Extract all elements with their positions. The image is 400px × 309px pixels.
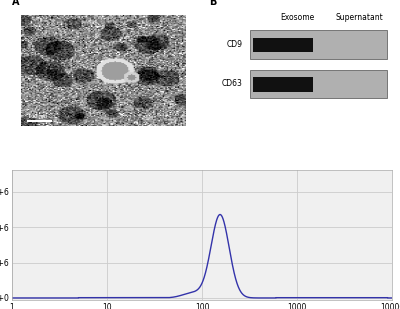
Text: A: A — [12, 0, 20, 7]
FancyBboxPatch shape — [253, 77, 314, 92]
Text: 100 nm: 100 nm — [28, 114, 47, 119]
Text: B: B — [209, 0, 217, 7]
FancyBboxPatch shape — [253, 38, 314, 53]
Text: CD9: CD9 — [226, 40, 242, 49]
Text: CD63: CD63 — [221, 79, 242, 88]
Text: Supernatant: Supernatant — [335, 13, 383, 22]
FancyBboxPatch shape — [250, 30, 386, 58]
FancyBboxPatch shape — [250, 70, 386, 98]
Text: Exosome: Exosome — [280, 13, 314, 22]
